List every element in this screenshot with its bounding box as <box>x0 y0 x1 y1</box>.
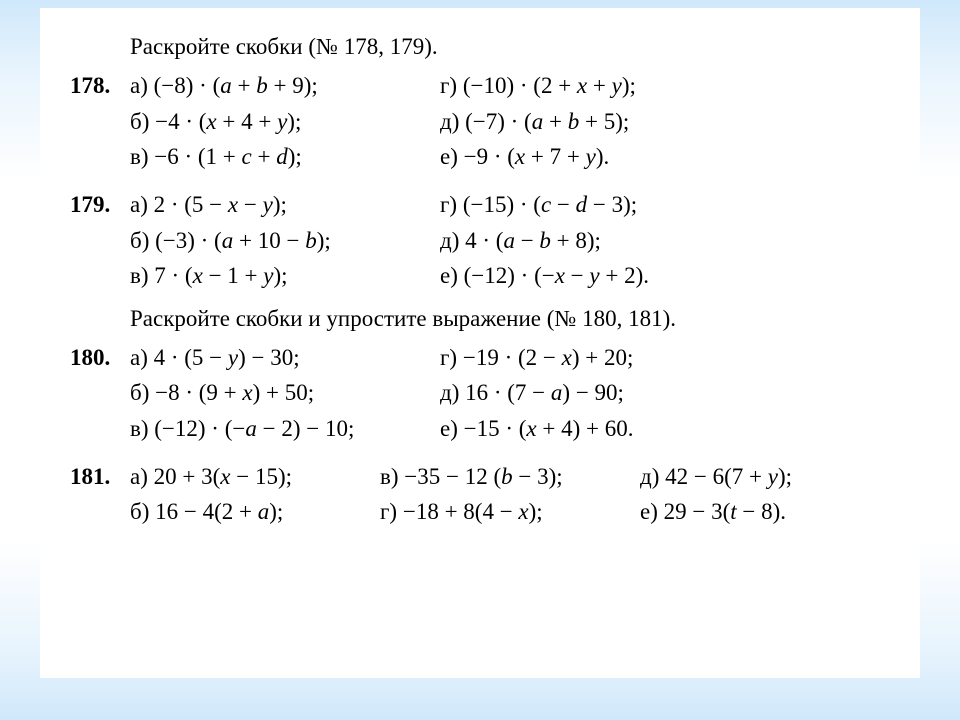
item-179-a: а) 2 · (5 − x − y); <box>130 187 440 223</box>
exercise-180: 180. а) 4 · (5 − y) − 30; г) −19 · (2 − … <box>70 340 890 447</box>
item-181-e: е) 29 − 3(t − 8). <box>640 494 860 530</box>
item-178-d: д) (−7) · (a + b + 5); <box>440 104 770 140</box>
item-179-e: е) (−12) · (−x − y + 2). <box>440 258 770 294</box>
item-180-b: б) −8 · (9 + x) + 50; <box>130 375 440 411</box>
instruction-1: Раскройте скобки (№ 178, 179). <box>130 34 890 60</box>
item-181-v: в) −35 − 12 (b − 3); <box>380 459 640 495</box>
item-178-g: г) (−10) · (2 + x + y); <box>440 68 770 104</box>
item-179-g: г) (−15) · (c − d − 3); <box>440 187 770 223</box>
item-179-v: в) 7 · (x − 1 + y); <box>130 258 440 294</box>
item-180-e: е) −15 · (x + 4) + 60. <box>440 411 770 447</box>
exercise-number: 178. <box>70 68 130 104</box>
instruction-2: Раскройте скобки и упростите выражение (… <box>130 306 890 332</box>
worksheet-page: Раскройте скобки (№ 178, 179). 178. а) (… <box>40 8 920 678</box>
exercise-number: 181. <box>70 459 130 495</box>
exercise-178: 178. а) (−8) · (a + b + 9); г) (−10) · (… <box>70 68 890 175</box>
item-180-d: д) 16 · (7 − a) − 90; <box>440 375 770 411</box>
item-181-a: а) 20 + 3(x − 15); <box>130 459 380 495</box>
exercise-179: 179. а) 2 · (5 − x − y); г) (−15) · (c −… <box>70 187 890 294</box>
item-180-a: а) 4 · (5 − y) − 30; <box>130 340 440 376</box>
item-178-a: а) (−8) · (a + b + 9); <box>130 68 440 104</box>
item-180-v: в) (−12) · (−a − 2) − 10; <box>130 411 440 447</box>
item-179-b: б) (−3) · (a + 10 − b); <box>130 223 440 259</box>
exercise-number: 179. <box>70 187 130 223</box>
exercise-181: 181. а) 20 + 3(x − 15); в) −35 − 12 (b −… <box>70 459 890 530</box>
item-181-g: г) −18 + 8(4 − x); <box>380 494 640 530</box>
item-179-d: д) 4 · (a − b + 8); <box>440 223 770 259</box>
item-178-b: б) −4 · (x + 4 + y); <box>130 104 440 140</box>
item-178-v: в) −6 · (1 + c + d); <box>130 139 440 175</box>
item-181-b: б) 16 − 4(2 + a); <box>130 494 380 530</box>
item-181-d: д) 42 − 6(7 + y); <box>640 459 860 495</box>
item-178-e: е) −9 · (x + 7 + y). <box>440 139 770 175</box>
item-180-g: г) −19 · (2 − x) + 20; <box>440 340 770 376</box>
exercise-number: 180. <box>70 340 130 376</box>
